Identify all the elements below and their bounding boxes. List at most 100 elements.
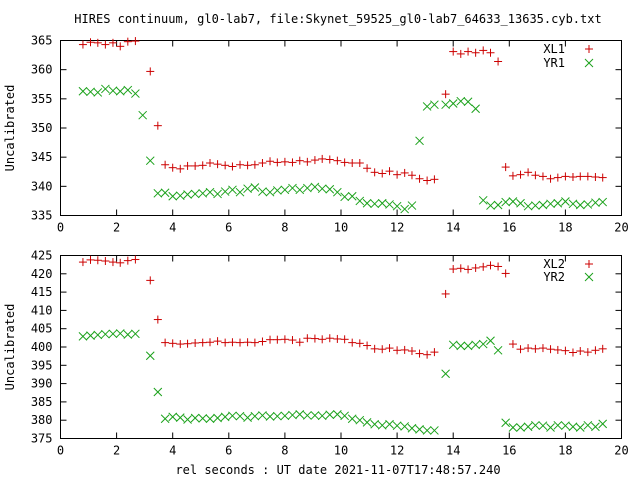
point-xl2 — [318, 335, 327, 344]
point-yr2 — [228, 411, 237, 421]
point-xl2 — [385, 344, 394, 353]
point-xl1 — [198, 161, 207, 170]
y-tick-label: 345 — [31, 150, 53, 164]
point-yr2 — [486, 336, 495, 346]
point-xl2 — [123, 256, 132, 265]
x-tick-label: 4 — [169, 444, 176, 458]
point-yr2 — [220, 412, 230, 422]
point-xl1 — [456, 49, 465, 58]
point-xl2 — [378, 345, 387, 354]
x-tick-label: 2 — [113, 221, 120, 235]
point-yr2 — [131, 329, 140, 339]
point-xl2 — [516, 345, 525, 354]
point-xl2 — [348, 338, 357, 347]
point-xl2 — [108, 258, 117, 267]
point-yr2 — [153, 387, 163, 397]
point-yr1 — [175, 191, 185, 201]
point-xl2 — [340, 335, 349, 344]
point-yr2 — [516, 423, 525, 432]
point-xl1 — [101, 40, 110, 49]
point-yr2 — [115, 329, 125, 338]
top-plot-ylabel: Uncalibrated — [3, 85, 17, 172]
point-yr1 — [407, 201, 417, 210]
x-tick-label: 14 — [446, 444, 460, 458]
point-xl1 — [206, 159, 215, 167]
point-yr1 — [78, 86, 88, 96]
point-xl1 — [561, 172, 570, 181]
point-yr2 — [538, 421, 548, 431]
point-yr1 — [347, 191, 357, 201]
point-xl2 — [191, 338, 200, 347]
point-yr1 — [456, 96, 466, 106]
point-yr2 — [441, 369, 450, 379]
y-tick-label: 365 — [31, 34, 53, 48]
point-xl2 — [538, 344, 547, 353]
x-tick-label: 10 — [334, 221, 348, 235]
point-xl2 — [153, 315, 162, 324]
point-yr2 — [591, 422, 600, 432]
point-xl2 — [325, 334, 334, 343]
point-yr1 — [340, 192, 350, 202]
legend-label-xl1: XL1 — [543, 42, 565, 56]
point-yr2 — [160, 414, 170, 424]
point-yr1 — [288, 183, 297, 193]
point-yr1 — [463, 97, 473, 107]
point-yr1 — [471, 104, 480, 114]
point-yr2 — [295, 409, 305, 419]
point-xl2 — [303, 334, 312, 343]
point-xl1 — [553, 173, 562, 182]
point-xl2 — [146, 276, 155, 285]
point-xl2 — [101, 256, 110, 265]
x-tick-label: 0 — [57, 444, 64, 458]
point-xl2 — [213, 337, 222, 346]
point-xl1 — [449, 47, 458, 56]
axis-ticks: 0 2 4 6 8 10 12 14 16 18 20 375 380 385 390 395 400 405 41… — [31, 249, 629, 458]
point-yr1 — [385, 200, 394, 209]
point-yr1 — [568, 199, 578, 209]
point-yr2 — [325, 410, 335, 420]
point-xl2 — [415, 349, 424, 358]
point-yr1 — [486, 201, 495, 210]
point-yr2 — [508, 423, 518, 432]
series-xl2 — [78, 255, 607, 359]
point-yr1 — [138, 110, 148, 120]
point-yr1 — [561, 197, 570, 206]
point-xl1 — [221, 161, 230, 170]
point-xl2 — [553, 345, 562, 354]
point-xl2 — [78, 258, 87, 267]
point-yr1 — [355, 196, 365, 206]
point-yr1 — [183, 190, 192, 199]
point-xl1 — [568, 173, 577, 181]
point-yr1 — [93, 88, 103, 97]
point-xl1 — [86, 38, 95, 47]
x-tick-label: 16 — [502, 444, 516, 458]
point-yr2 — [123, 330, 133, 339]
point-xl1 — [153, 121, 162, 130]
y-tick-label: 360 — [31, 63, 53, 77]
point-yr2 — [302, 411, 312, 420]
point-yr1 — [250, 183, 260, 192]
point-xl1 — [250, 160, 259, 169]
y-tick-label: 355 — [31, 92, 53, 106]
point-yr1 — [228, 185, 237, 195]
point-yr1 — [86, 87, 95, 97]
legend-marker-yr2 — [584, 272, 594, 282]
y-tick-label: 420 — [31, 267, 53, 281]
point-yr1 — [478, 195, 488, 205]
series-yr1 — [78, 84, 608, 214]
point-xl2 — [86, 255, 95, 264]
point-xl1 — [363, 164, 372, 173]
point-yr2 — [400, 422, 410, 431]
point-yr2 — [546, 423, 555, 432]
y-tick-label: 380 — [31, 413, 53, 427]
point-xl1 — [546, 174, 555, 183]
point-yr2 — [583, 420, 593, 430]
point-yr2 — [198, 414, 208, 423]
point-xl2 — [430, 348, 439, 357]
point-xl1 — [479, 46, 488, 55]
point-xl2 — [449, 265, 458, 274]
legend-marker-xl1 — [585, 45, 593, 53]
point-xl2 — [295, 338, 304, 347]
y-tick-label: 395 — [31, 358, 53, 372]
point-xl2 — [116, 258, 125, 267]
